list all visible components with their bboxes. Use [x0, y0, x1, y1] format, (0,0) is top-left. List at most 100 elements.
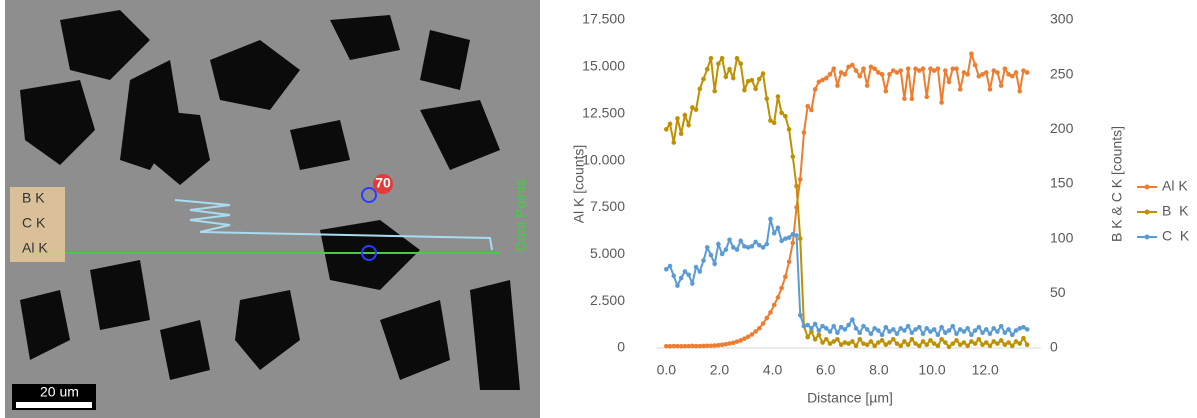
- figure: 70 B K C K Al K Data Points 20 um Distan…: [0, 0, 1197, 418]
- data-point: [724, 75, 729, 80]
- data-point: [1003, 66, 1008, 71]
- data-point: [761, 321, 766, 326]
- data-point: [738, 61, 743, 66]
- data-point: [884, 325, 889, 330]
- data-point: [973, 328, 978, 333]
- y-tick-label: 2.500: [590, 292, 625, 308]
- legend-label: C K: [1162, 228, 1190, 244]
- data-point: [962, 340, 967, 345]
- data-point: [977, 325, 982, 330]
- data-point: [671, 140, 676, 145]
- y-tick-label: 15.000: [582, 58, 625, 74]
- data-point: [861, 324, 866, 329]
- data-point: [742, 88, 747, 93]
- data-point: [928, 338, 933, 343]
- sem-image: 70 B K C K Al K Data Points 20 um: [5, 0, 540, 418]
- data-point: [1006, 340, 1011, 345]
- data-point: [999, 338, 1004, 343]
- data-point: [705, 245, 710, 250]
- data-point: [910, 96, 915, 101]
- data-point: [906, 66, 911, 71]
- data-point: [857, 74, 862, 79]
- data-point: [895, 331, 900, 336]
- x-tick-label: 8.0: [869, 362, 889, 378]
- data-point: [921, 339, 926, 344]
- data-point: [753, 240, 758, 245]
- data-point: [820, 340, 825, 345]
- y2-tick-label: 150: [1050, 175, 1074, 191]
- data-point: [731, 76, 736, 81]
- data-point: [865, 327, 870, 332]
- data-point: [924, 326, 929, 331]
- data-point: [973, 341, 978, 346]
- data-point: [798, 236, 803, 241]
- data-point: [1017, 341, 1022, 346]
- data-point: [813, 337, 818, 342]
- data-point: [686, 272, 691, 277]
- data-point: [716, 242, 721, 247]
- data-point: [694, 265, 699, 270]
- data-point: [969, 333, 974, 338]
- data-point: [902, 328, 907, 333]
- data-point: [850, 317, 855, 322]
- data-point: [787, 127, 792, 132]
- y-tick-label: 5.000: [590, 245, 625, 261]
- data-point: [776, 94, 781, 99]
- overlay-legend-label: C K: [22, 215, 46, 231]
- y2-tick-label: 100: [1050, 229, 1074, 245]
- data-point: [850, 339, 855, 344]
- data-point: [753, 329, 758, 334]
- data-point: [772, 231, 777, 236]
- data-point: [965, 72, 970, 77]
- data-point: [1017, 89, 1022, 94]
- y2-tick-label: 200: [1050, 120, 1074, 136]
- data-point: [865, 342, 870, 347]
- data-point: [872, 344, 877, 349]
- data-point: [809, 108, 814, 113]
- y-tick-label: 7.500: [590, 198, 625, 214]
- overlay-axis-label: Data Points: [513, 179, 529, 251]
- data-point: [999, 324, 1004, 329]
- data-point: [824, 76, 829, 81]
- data-point: [906, 324, 911, 329]
- data-point: [727, 237, 732, 242]
- x-tick-label: 10.0: [918, 362, 945, 378]
- data-point: [709, 253, 714, 258]
- data-point: [764, 96, 769, 101]
- data-point: [701, 77, 706, 82]
- data-point: [772, 303, 777, 308]
- data-point: [936, 333, 941, 338]
- data-point: [954, 66, 959, 71]
- data-point: [768, 217, 773, 222]
- overlay-legend-label: Al K: [22, 240, 48, 256]
- data-point: [947, 328, 952, 333]
- data-point: [794, 184, 799, 189]
- data-point: [887, 72, 892, 77]
- data-point: [891, 327, 896, 332]
- data-point: [1025, 327, 1030, 332]
- data-point: [690, 281, 695, 286]
- data-point: [805, 323, 810, 328]
- data-point: [805, 335, 810, 340]
- data-point: [787, 259, 792, 264]
- data-point: [776, 295, 781, 300]
- data-point: [988, 344, 993, 349]
- data-point: [939, 100, 944, 105]
- data-point: [910, 330, 915, 335]
- y-tick-label: 0: [617, 339, 625, 355]
- data-point: [854, 344, 859, 349]
- series-line: [666, 54, 1027, 347]
- data-point: [869, 331, 874, 336]
- data-point: [954, 338, 959, 343]
- data-point: [995, 329, 1000, 334]
- scale-bar: [16, 402, 92, 408]
- data-point: [761, 245, 766, 250]
- data-point: [995, 341, 1000, 346]
- data-point: [727, 67, 732, 72]
- legend-swatch: [1145, 210, 1150, 215]
- data-point: [965, 326, 970, 331]
- marker-label: 70: [375, 175, 391, 191]
- y-tick-label: 10.000: [582, 151, 625, 167]
- data-point: [965, 344, 970, 349]
- data-point: [817, 328, 822, 333]
